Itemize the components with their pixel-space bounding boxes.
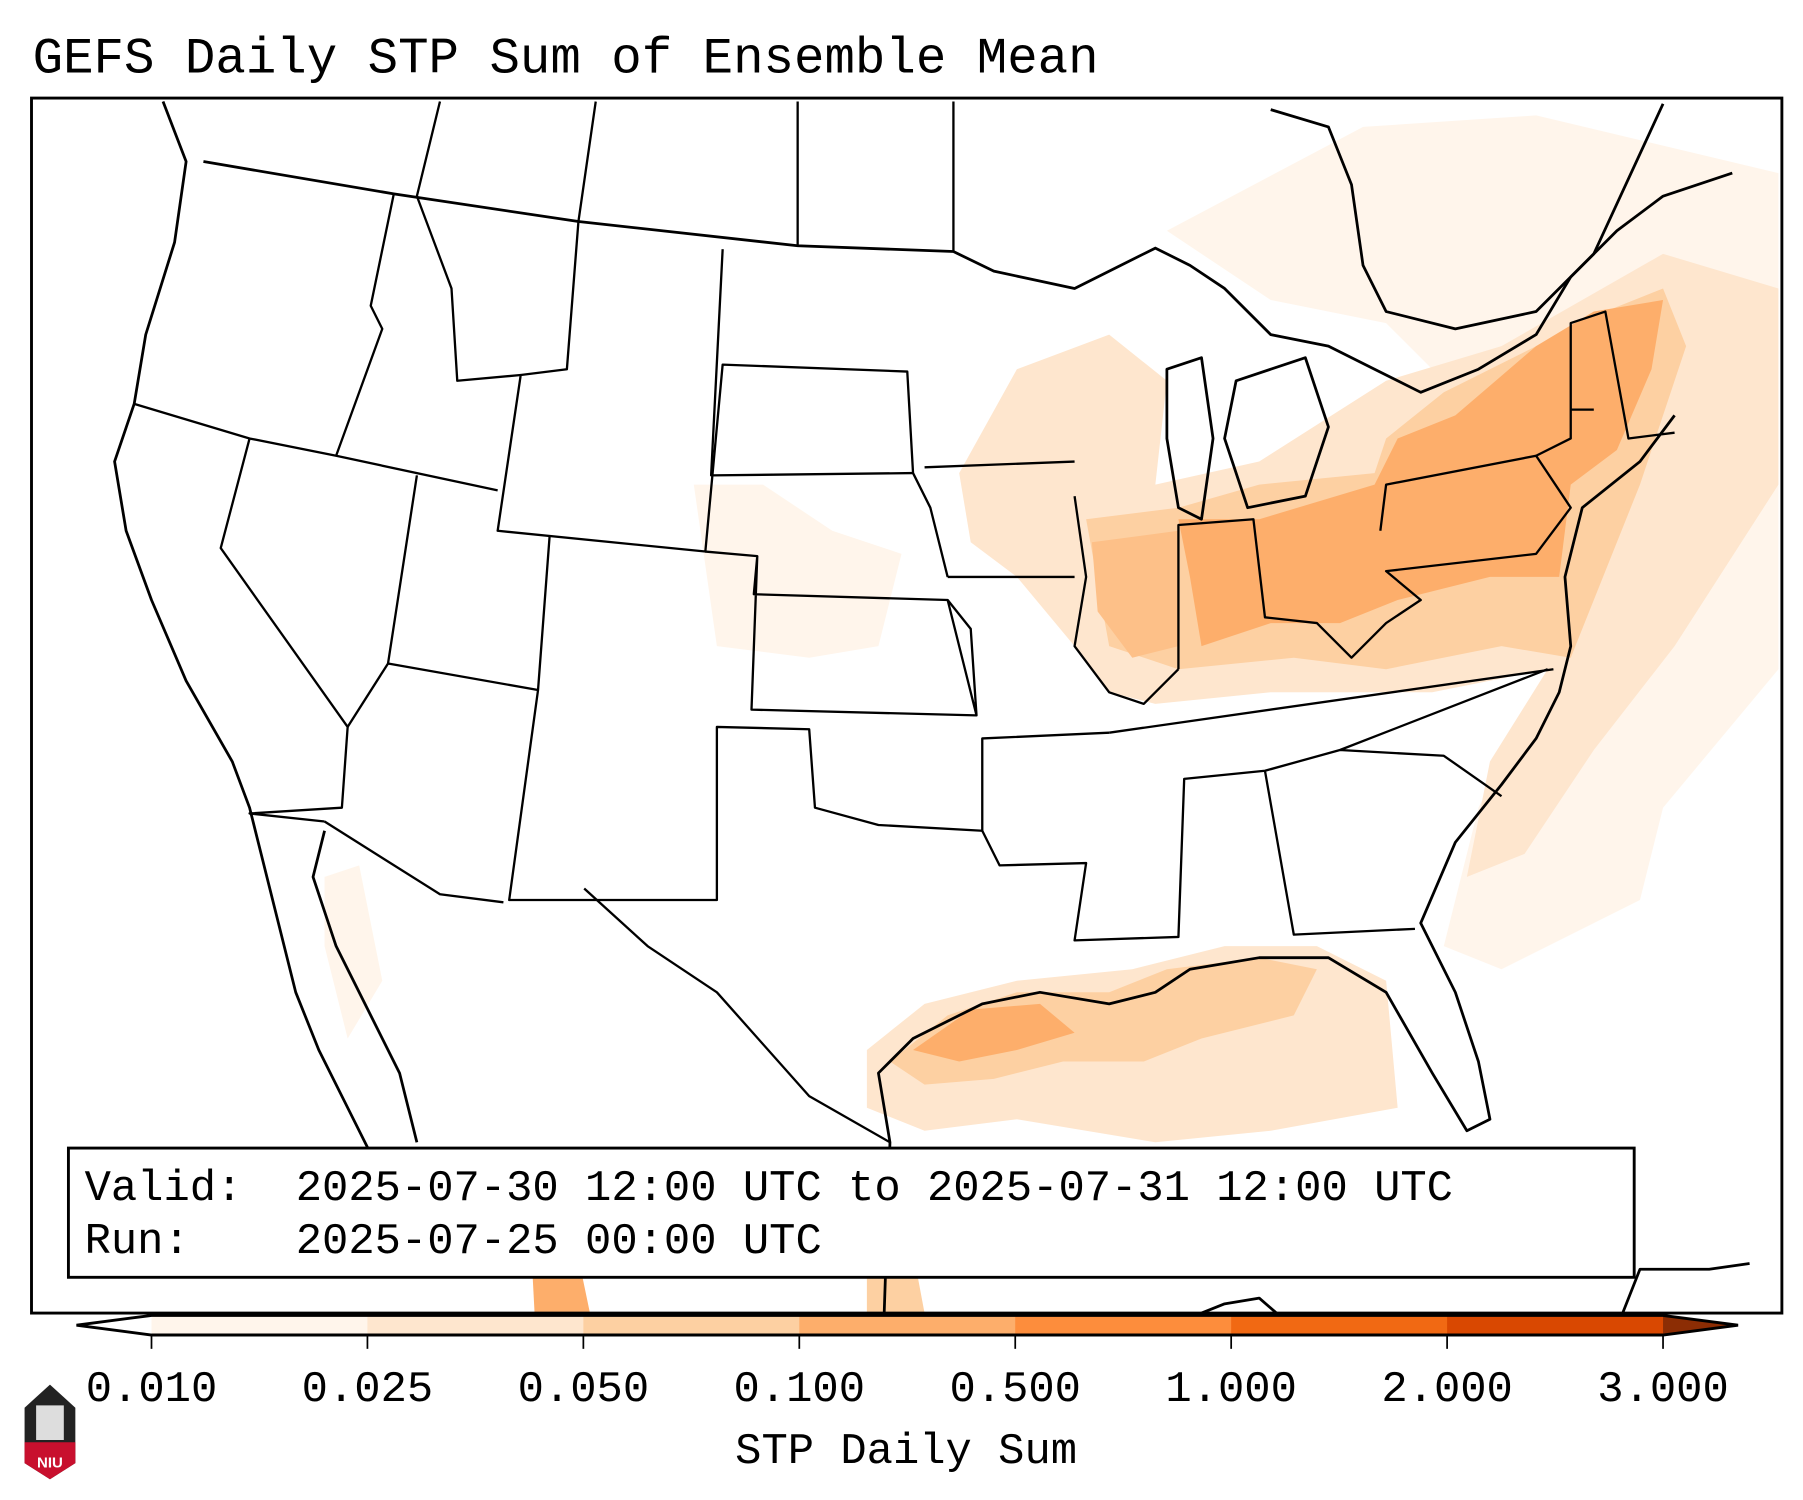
colorbar-tick-label: 2.000 <box>1381 1366 1513 1415</box>
valid-label: Valid: <box>85 1165 243 1214</box>
colorbar-tick-label: 0.100 <box>734 1366 866 1415</box>
colorbar-segment <box>367 1315 584 1335</box>
colorbar-under-extension <box>76 1315 152 1335</box>
colorbar-over-extension <box>1663 1315 1739 1335</box>
colorbar-tick-label: 0.050 <box>518 1366 650 1415</box>
run-value: 2025-07-25 00:00 UTC <box>296 1218 822 1267</box>
run-label: Run: <box>85 1218 190 1267</box>
colorbar-label: STP Daily Sum <box>735 1428 1077 1477</box>
colorbar-segment <box>799 1315 1016 1335</box>
niu-logo: NIU <box>24 1384 76 1480</box>
colorbar-tick-label: 1.000 <box>1165 1366 1297 1415</box>
colorbar-segment <box>151 1315 369 1335</box>
colorbar-tick-label: 0.010 <box>86 1366 218 1415</box>
colorbar-tick-label: 0.025 <box>302 1366 434 1415</box>
map-panel <box>30 96 1784 1315</box>
colorbar-segment <box>1015 1315 1232 1335</box>
map-title: GEFS Daily STP Sum of Ensemble Mean <box>33 32 1099 89</box>
colorbar-segment <box>1447 1315 1664 1335</box>
logo-text: NIU <box>37 1455 63 1472</box>
coastlines-and-borders <box>113 101 1750 1315</box>
valid-value: 2025-07-30 12:00 UTC to 2025-07-31 12:00… <box>296 1165 1453 1214</box>
colorbar-segment <box>1231 1315 1448 1335</box>
colorbar-tick-label: 0.500 <box>949 1366 1081 1415</box>
colorbar-segment <box>583 1315 800 1335</box>
colorbar: 0.010 0.025 0.050 0.100 0.500 1.000 2.000 3.000 <box>76 1313 1739 1415</box>
colorbar-tick-label: 3.000 <box>1597 1366 1729 1415</box>
info-box: Valid: 2025-07-30 12:00 UTC to 2025-07-3… <box>66 1146 1636 1279</box>
